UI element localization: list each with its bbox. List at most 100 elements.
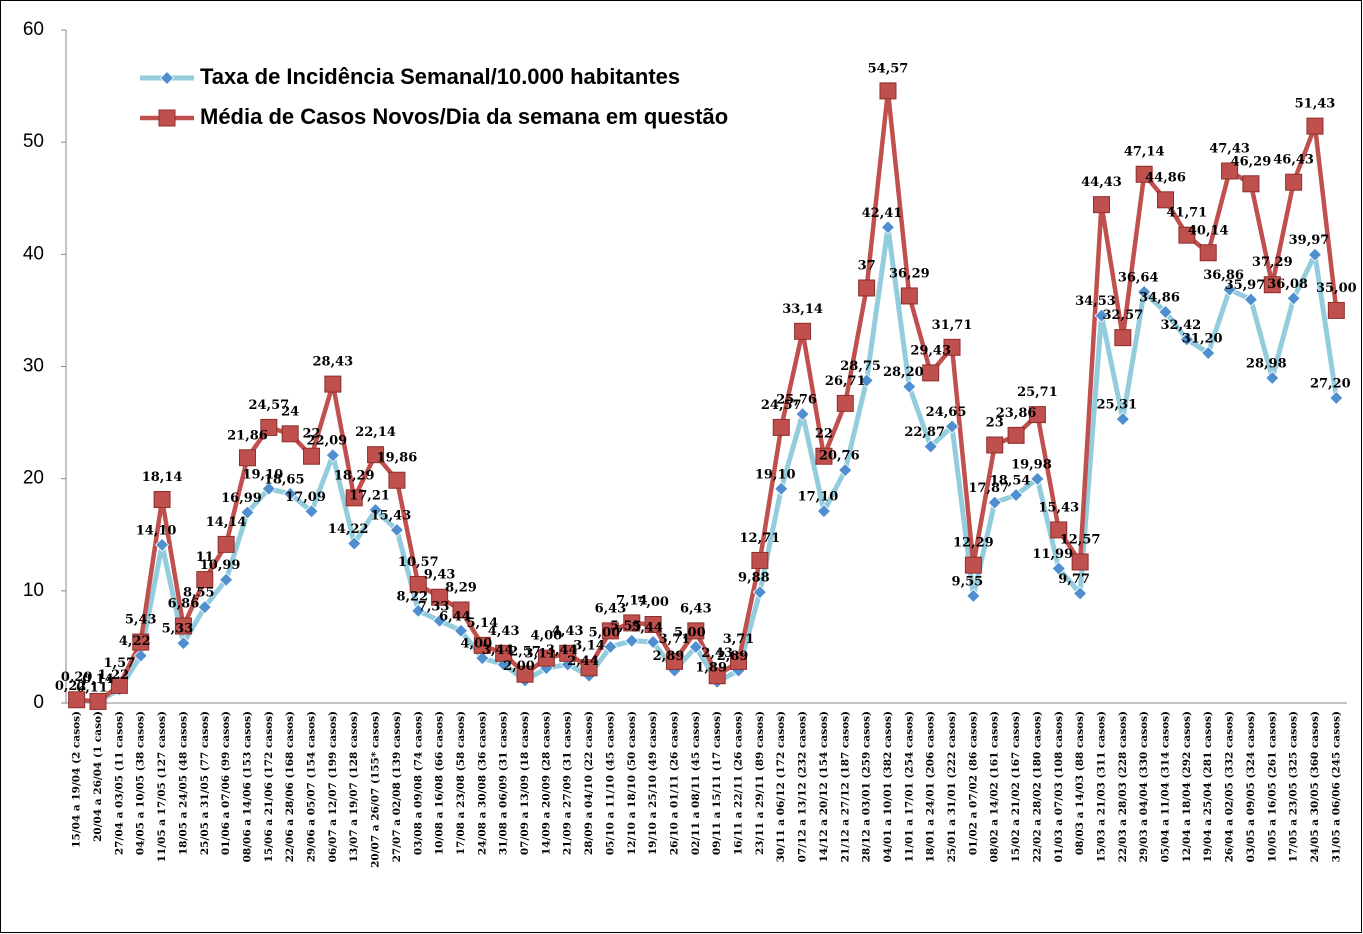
data-label: 14,14 <box>206 515 247 530</box>
data-label: 2,00 <box>503 659 535 674</box>
data-point <box>964 556 982 574</box>
x-tick-label: 31/05 a 06/06 (245 casos) <box>1330 711 1342 862</box>
data-label: 5,00 <box>589 625 621 640</box>
data-label: 35,97 <box>1225 278 1266 293</box>
x-tick-label: 29/06 a 05/07 (154 casos) <box>306 711 318 862</box>
data-point <box>623 614 641 632</box>
data-label: 5,00 <box>674 625 706 640</box>
data-point <box>752 585 767 600</box>
data-label: 3,11 <box>525 647 557 662</box>
data-point <box>1071 553 1089 571</box>
x-tick-label: 15/04 a 19/04 (2 casos) <box>71 711 83 848</box>
y-tick-label: 40 <box>23 243 44 264</box>
data-label: 32,57 <box>1102 308 1143 323</box>
y-tick-label: 0 <box>33 692 44 713</box>
y-tick-label: 10 <box>23 580 44 601</box>
x-tick-label: 06/07 a 12/07 (199 casos) <box>327 711 339 862</box>
data-point <box>1092 196 1110 214</box>
x-tick-label: 07/12 a 13/12 (232 casos) <box>797 711 809 862</box>
data-label: 17,10 <box>798 490 839 505</box>
data-label: 26,71 <box>825 374 866 389</box>
data-point <box>923 439 938 454</box>
data-label: 7,33 <box>418 599 450 614</box>
data-point <box>219 572 234 587</box>
data-point <box>1094 308 1109 323</box>
x-tick-label: 21/12 a 27/12 (187 casos) <box>839 711 851 862</box>
x-tick-label: 14/12 a 20/12 (154 casos) <box>818 711 830 862</box>
data-label: 6,43 <box>595 601 627 616</box>
x-tick-label: 19/10 a 25/10 (49 casos) <box>647 711 659 855</box>
data-label: 32,42 <box>1161 318 1202 333</box>
data-point <box>1050 521 1068 539</box>
data-point <box>1009 487 1024 503</box>
x-tick-label: 15/03 a 21/03 (311 casos) <box>1095 711 1107 862</box>
data-label: 28,75 <box>840 359 881 374</box>
data-point <box>537 649 555 667</box>
data-point <box>1285 173 1303 191</box>
data-point <box>836 394 854 412</box>
data-label: 34,86 <box>1139 290 1180 305</box>
data-point <box>347 536 362 551</box>
x-tick-label: 29/03 a 04/04 (330 casos) <box>1138 711 1150 862</box>
data-label: 18,29 <box>334 468 375 483</box>
data-label: 54,57 <box>868 61 909 76</box>
data-label: 17,21 <box>349 488 390 503</box>
data-point <box>986 436 1004 454</box>
data-point <box>68 691 86 709</box>
data-label: 24 <box>281 404 299 419</box>
x-tick-label: 28/12 a 03/01 (259 casos) <box>861 711 873 862</box>
data-point <box>644 615 662 633</box>
data-point <box>367 446 385 464</box>
data-label: 22 <box>815 427 833 442</box>
data-point <box>922 364 940 382</box>
data-point <box>153 491 171 509</box>
data-label: 22,09 <box>307 434 348 449</box>
data-point <box>1178 226 1196 244</box>
data-label: 0,11 <box>76 680 108 695</box>
data-point <box>1179 332 1194 347</box>
data-point <box>132 633 150 651</box>
data-point <box>1030 471 1045 486</box>
x-tick-label: 08/06 a 14/06 (153 casos) <box>241 711 253 862</box>
data-label: 6,86 <box>168 597 200 612</box>
data-label: 1,57 <box>104 656 136 671</box>
y-tick-label: 30 <box>23 356 44 377</box>
x-tick-label: 10/08 a 16/08 (66 casos) <box>434 711 446 855</box>
data-label: 31,71 <box>932 318 973 333</box>
x-tick-label: 22/06 a 28/06 (168 casos) <box>284 711 296 862</box>
data-point <box>1307 247 1323 262</box>
data-point <box>1157 191 1175 209</box>
data-point <box>368 502 383 518</box>
x-tick-label: 19/04 a 25/04 (281 casos) <box>1202 711 1214 862</box>
data-label: 24,57 <box>248 398 289 413</box>
data-point <box>1073 586 1088 601</box>
data-point <box>688 639 703 654</box>
data-label: 47,14 <box>1124 145 1165 160</box>
data-point <box>772 418 790 436</box>
data-label: 14,22 <box>328 522 369 537</box>
legend-marker <box>159 70 175 86</box>
data-point <box>1007 426 1025 444</box>
data-label: 27,20 <box>1310 376 1351 391</box>
x-tick-label: 17/05 a 23/05 (325 casos) <box>1288 711 1300 862</box>
data-label: 29,43 <box>910 343 951 358</box>
data-label: 2,43 <box>701 646 733 661</box>
data-label: 10,99 <box>200 558 241 573</box>
x-tick-label: 26/10 a 01/11 (26 casos) <box>668 711 680 855</box>
x-tick-label: 10/05 a 16/05 (261 casos) <box>1266 711 1278 862</box>
data-point <box>452 601 470 619</box>
x-tick-label: 14/09 a 20/09 (28 casos) <box>540 711 552 855</box>
x-tick-label: 22/02 a 28/02 (180 casos) <box>1031 711 1043 862</box>
data-label: 22,14 <box>355 425 396 440</box>
data-label: 8,22 <box>396 589 428 604</box>
data-label: 4,00 <box>531 629 563 644</box>
data-point <box>987 495 1002 510</box>
data-point <box>217 535 235 553</box>
x-tick-label: 18/05 a 24/05 (48 casos) <box>177 711 189 855</box>
data-point <box>859 373 874 388</box>
data-label: 9,43 <box>424 568 456 583</box>
data-point <box>601 622 619 640</box>
data-point <box>409 575 427 593</box>
data-point <box>1158 304 1173 320</box>
data-point <box>197 600 212 615</box>
